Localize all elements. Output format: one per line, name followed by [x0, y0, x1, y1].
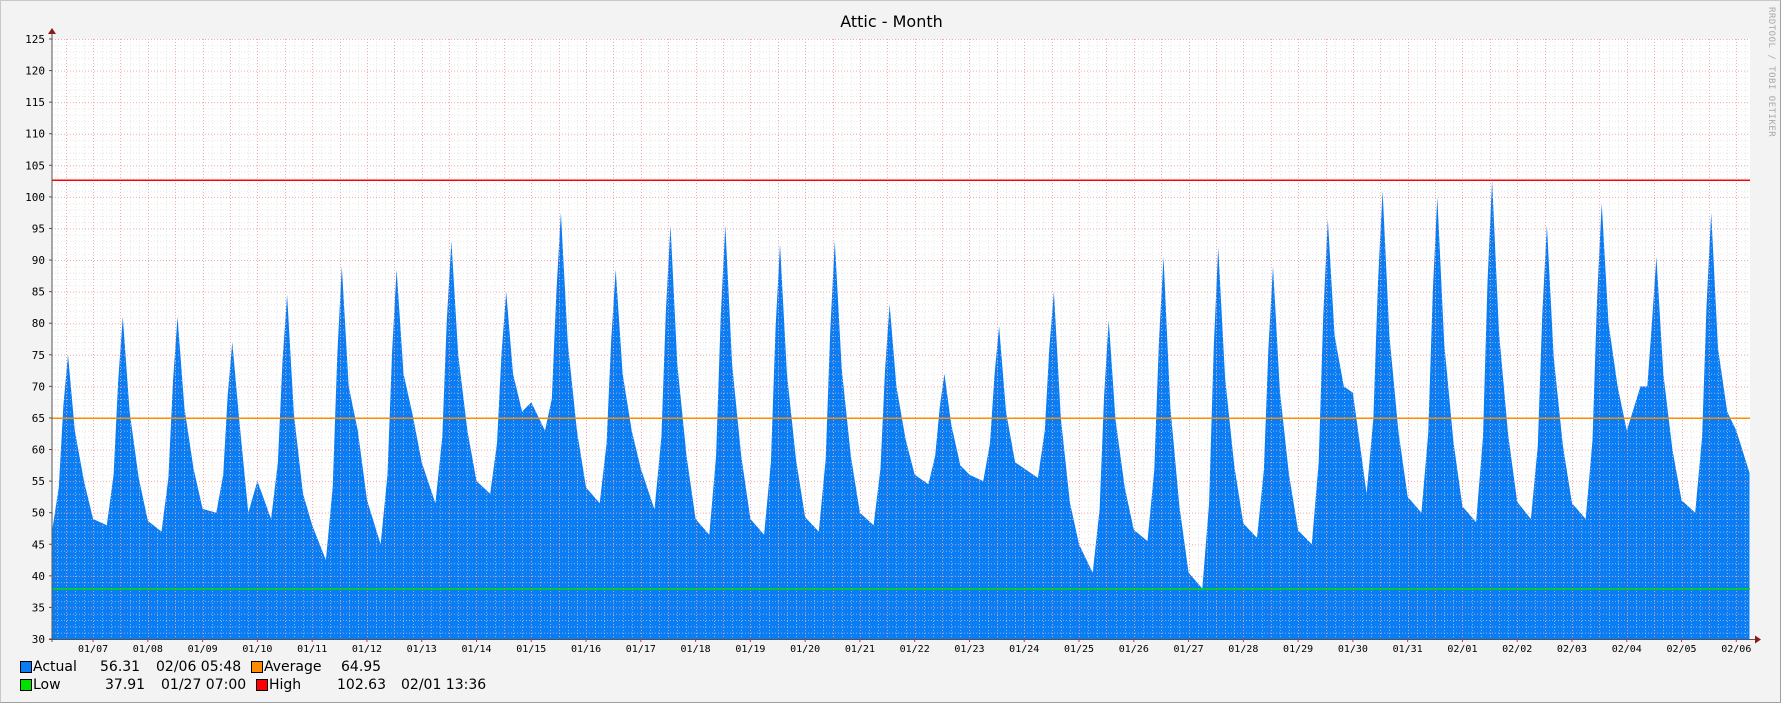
x-tick-label: 01/28 — [1228, 644, 1258, 655]
y-tick-label: 65 — [32, 412, 45, 425]
x-tick-label: 01/19 — [735, 644, 765, 655]
x-tick-label: 01/25 — [1064, 644, 1094, 655]
x-tick-label: 02/02 — [1502, 644, 1532, 655]
x-tick-label: 01/07 — [78, 644, 108, 655]
y-tick-label: 90 — [32, 254, 45, 267]
legend-label-average: Average — [264, 659, 322, 675]
x-tick-label: 01/22 — [900, 644, 930, 655]
x-tick-label: 01/11 — [297, 644, 327, 655]
y-tick-label: 85 — [32, 286, 45, 299]
y-tick-label: 60 — [32, 444, 45, 457]
x-tick-label: 01/12 — [352, 644, 382, 655]
legend-label-high: High — [269, 677, 302, 693]
x-tick-label: 01/31 — [1393, 644, 1423, 655]
x-tick-label: 02/05 — [1666, 644, 1696, 655]
legend-label-actual: Actual — [33, 659, 77, 675]
x-tick-label: 01/09 — [188, 644, 218, 655]
legend-value-average: 64.95 — [341, 659, 382, 675]
x-tick-label: 02/01 — [1447, 644, 1477, 655]
y-tick-label: 100 — [25, 191, 45, 204]
x-tick-label: 02/04 — [1612, 644, 1642, 655]
x-tick-label: 01/27 — [1174, 644, 1204, 655]
y-tick-label: 75 — [32, 349, 45, 362]
y-tick-label: 95 — [32, 222, 45, 235]
x-tick-label: 02/06 — [1721, 644, 1751, 655]
y-tick-label: 125 — [25, 33, 45, 46]
series-area-actual — [52, 180, 1750, 640]
legend-swatch-actual — [20, 661, 32, 673]
y-tick-label: 30 — [32, 633, 45, 646]
y-tick-label: 55 — [32, 475, 45, 488]
x-tick-label: 01/23 — [954, 644, 984, 655]
y-tick-label: 110 — [25, 128, 45, 141]
x-tick-label: 01/08 — [133, 644, 163, 655]
x-tick-label: 01/10 — [242, 644, 272, 655]
legend-value-actual: 56.31 — [100, 659, 141, 675]
y-tick-label: 40 — [32, 570, 45, 583]
grid — [52, 39, 1750, 640]
x-tick-label: 02/03 — [1557, 644, 1587, 655]
x-tick-label: 01/20 — [790, 644, 820, 655]
y-tick-label: 120 — [25, 65, 45, 78]
y-tick-label: 70 — [32, 380, 45, 393]
x-tick-label: 01/14 — [461, 644, 491, 655]
x-tick-label: 01/16 — [571, 644, 601, 655]
legend-label-low: Low — [33, 677, 61, 693]
legend-value-high: 102.63 — [337, 677, 386, 693]
x-tick-label: 01/21 — [845, 644, 875, 655]
y-tick-label: 35 — [32, 601, 45, 614]
x-tick-label: 01/17 — [626, 644, 656, 655]
legend-swatch-low — [20, 679, 32, 691]
x-tick-label: 01/30 — [1338, 644, 1368, 655]
y-tick-label: 80 — [32, 317, 45, 330]
legend-time-actual: 02/06 05:48 — [156, 659, 242, 675]
watermark: RRDTOOL / TOBI OETIKER — [1766, 7, 1776, 138]
legend-time-low: 01/27 07:00 — [161, 677, 247, 693]
legend-swatch-average — [251, 661, 263, 673]
y-tick-label: 50 — [32, 507, 45, 520]
y-tick-label: 115 — [25, 96, 45, 109]
legend-swatch-high — [256, 679, 268, 691]
chart-title: Attic - Month — [840, 12, 943, 31]
x-tick-label: 01/26 — [1119, 644, 1149, 655]
legend-value-low: 37.91 — [105, 677, 146, 693]
x-tick-label: 01/13 — [407, 644, 437, 655]
legend-time-high: 02/01 13:36 — [401, 677, 487, 693]
x-tick-label: 01/15 — [516, 644, 546, 655]
y-tick-label: 105 — [25, 159, 45, 172]
x-axis-arrow-icon — [1755, 635, 1761, 644]
x-tick-label: 01/29 — [1283, 644, 1313, 655]
y-tick-label: 45 — [32, 538, 45, 551]
x-tick-label: 01/24 — [1009, 644, 1039, 655]
y-axis-arrow-icon — [48, 28, 56, 34]
x-tick-label: 01/18 — [681, 644, 711, 655]
